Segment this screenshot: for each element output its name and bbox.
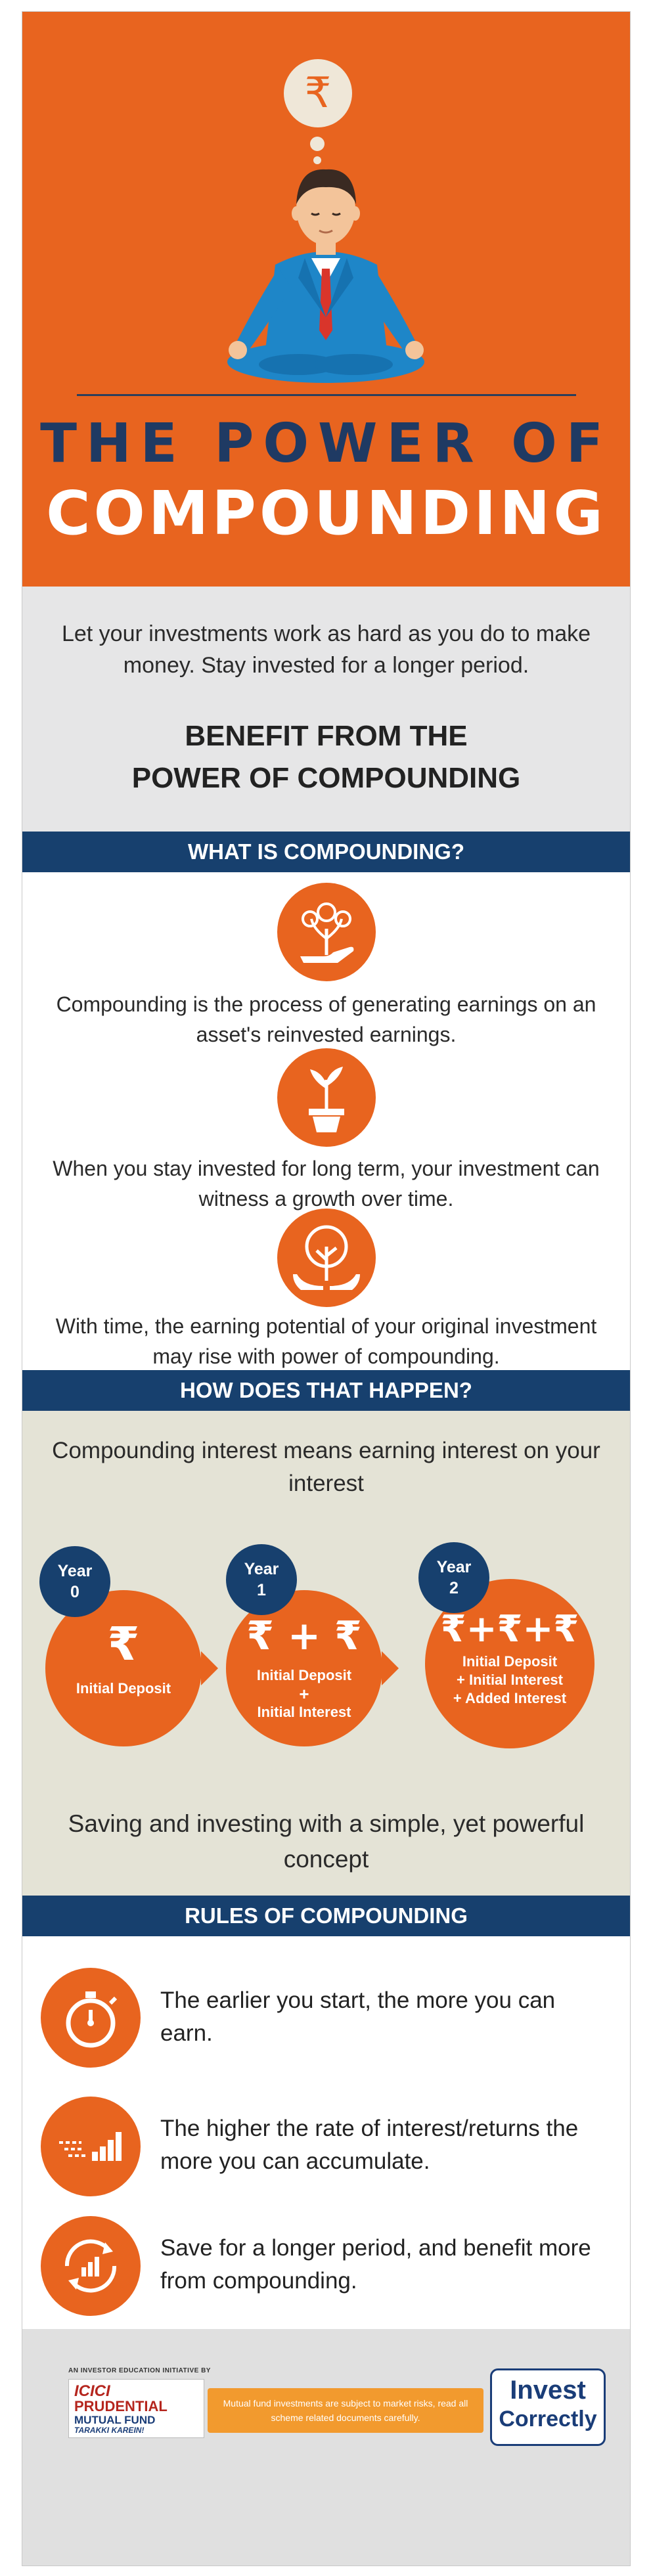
what-heading-bar: WHAT IS COMPOUNDING? (22, 832, 630, 872)
title-line-2: COMPOUNDING (46, 478, 606, 548)
rupee-symbols: ₹ (107, 1617, 140, 1671)
how-footer-text: Saving and investing with a simple, yet … (68, 1810, 585, 1873)
intro-heading-line-1: BENEFIT FROM THE (185, 720, 468, 752)
intro-heading: BENEFIT FROM THE POWER OF COMPOUNDING (49, 715, 604, 799)
year-badge-1: Year 1 (226, 1544, 297, 1615)
rules-heading-bar: RULES OF COMPOUNDING (22, 1896, 630, 1936)
logo-text-2: PRUDENTIAL (74, 2398, 168, 2414)
how-subtitle: Compounding interest means earning inter… (52, 1438, 600, 1496)
what-text-1: Compounding is the process of generating… (56, 992, 596, 1046)
rules-section: RULES OF COMPOUNDING The earlier you sta… (22, 1896, 630, 2329)
invest-correctly-logo: Invest Correctly (490, 2368, 606, 2446)
year-label: Year (57, 1562, 93, 1580)
what-text-3: With time, the earning potential of your… (55, 1314, 597, 1368)
thought-dot-icon (313, 156, 321, 164)
year-label: Year (436, 1558, 472, 1576)
tree-hands-icon (277, 1209, 376, 1307)
infographic: ₹ T (22, 11, 631, 2566)
stage-label: + Initial Interest (457, 1672, 563, 1688)
what-section: WHAT IS COMPOUNDING? Compounding is the … (22, 832, 630, 1370)
year-badge-0: Year 0 (39, 1546, 110, 1617)
stopwatch-icon (41, 1968, 141, 2068)
year-number: 2 (449, 1579, 459, 1597)
money-plant-hand-icon (277, 883, 376, 981)
title-line-1: THE POWER OF (40, 412, 612, 475)
speed-bars-icon (41, 2097, 141, 2196)
rule-text-1: The earlier you start, the more you can … (160, 1988, 556, 2046)
icici-logo: ICICI PRUDENTIAL MUTUAL FUND TARAKKI KAR… (68, 2379, 204, 2438)
intro-section: Let your investments work as hard as you… (22, 587, 630, 832)
thought-dot-icon (310, 137, 325, 151)
logo-text-1: ICICI (74, 2382, 110, 2400)
disclaimer-box: Mutual fund investments are subject to m… (208, 2388, 483, 2433)
rupee-symbols: ₹+₹+₹ (440, 1608, 579, 1651)
rule-text-3: Save for a longer period, and benefit mo… (160, 2235, 591, 2294)
stage-plus: + (299, 1684, 309, 1704)
year-number: 1 (257, 1581, 266, 1599)
year-number: 0 (70, 1583, 79, 1601)
footer-tagline: AN INVESTOR EDUCATION INITIATIVE BY (68, 2367, 211, 2374)
stage-label: Initial Deposit (462, 1653, 558, 1670)
arrow-right-icon (201, 1651, 218, 1685)
divider-line (77, 394, 576, 396)
stage-label: Initial Interest (257, 1704, 351, 1720)
logo-text-4: TARAKKI KAREIN! (74, 2426, 145, 2435)
logo-text-correctly: Correctly (499, 2407, 597, 2432)
year-label: Year (244, 1560, 279, 1578)
arrow-right-icon (382, 1651, 399, 1685)
stage-label: Initial Deposit (76, 1680, 171, 1697)
rupee-symbols: ₹ + ₹ (246, 1613, 362, 1659)
rupee-thought-bubble: ₹ (284, 59, 352, 127)
intro-text: Let your investments work as hard as you… (61, 621, 591, 678)
stage-label: + Added Interest (453, 1690, 567, 1706)
growth-cycle-icon (41, 2216, 141, 2316)
meditating-businessman-icon (227, 169, 424, 383)
hero-section: ₹ T (22, 12, 630, 587)
logo-text-invest: Invest (510, 2376, 586, 2405)
how-heading-bar: HOW DOES THAT HAPPEN? (22, 1370, 630, 1411)
how-section: HOW DOES THAT HAPPEN? Compounding intere… (22, 1370, 630, 1896)
footer-section: AN INVESTOR EDUCATION INITIATIVE BY ICIC… (22, 2329, 630, 2565)
stage-label: Initial Deposit (256, 1667, 352, 1683)
year-badge-2: Year 2 (418, 1542, 489, 1613)
what-text-2: When you stay invested for long term, yo… (53, 1157, 600, 1210)
stage-circle-year-1: ₹ + ₹ Initial Deposit + Initial Interest (226, 1590, 382, 1746)
plant-pot-icon (277, 1048, 376, 1147)
logo-text-3: MUTUAL FUND (74, 2414, 156, 2426)
intro-heading-line-2: POWER OF COMPOUNDING (131, 762, 521, 794)
rule-text-2: The higher the rate of interest/returns … (160, 2116, 579, 2174)
